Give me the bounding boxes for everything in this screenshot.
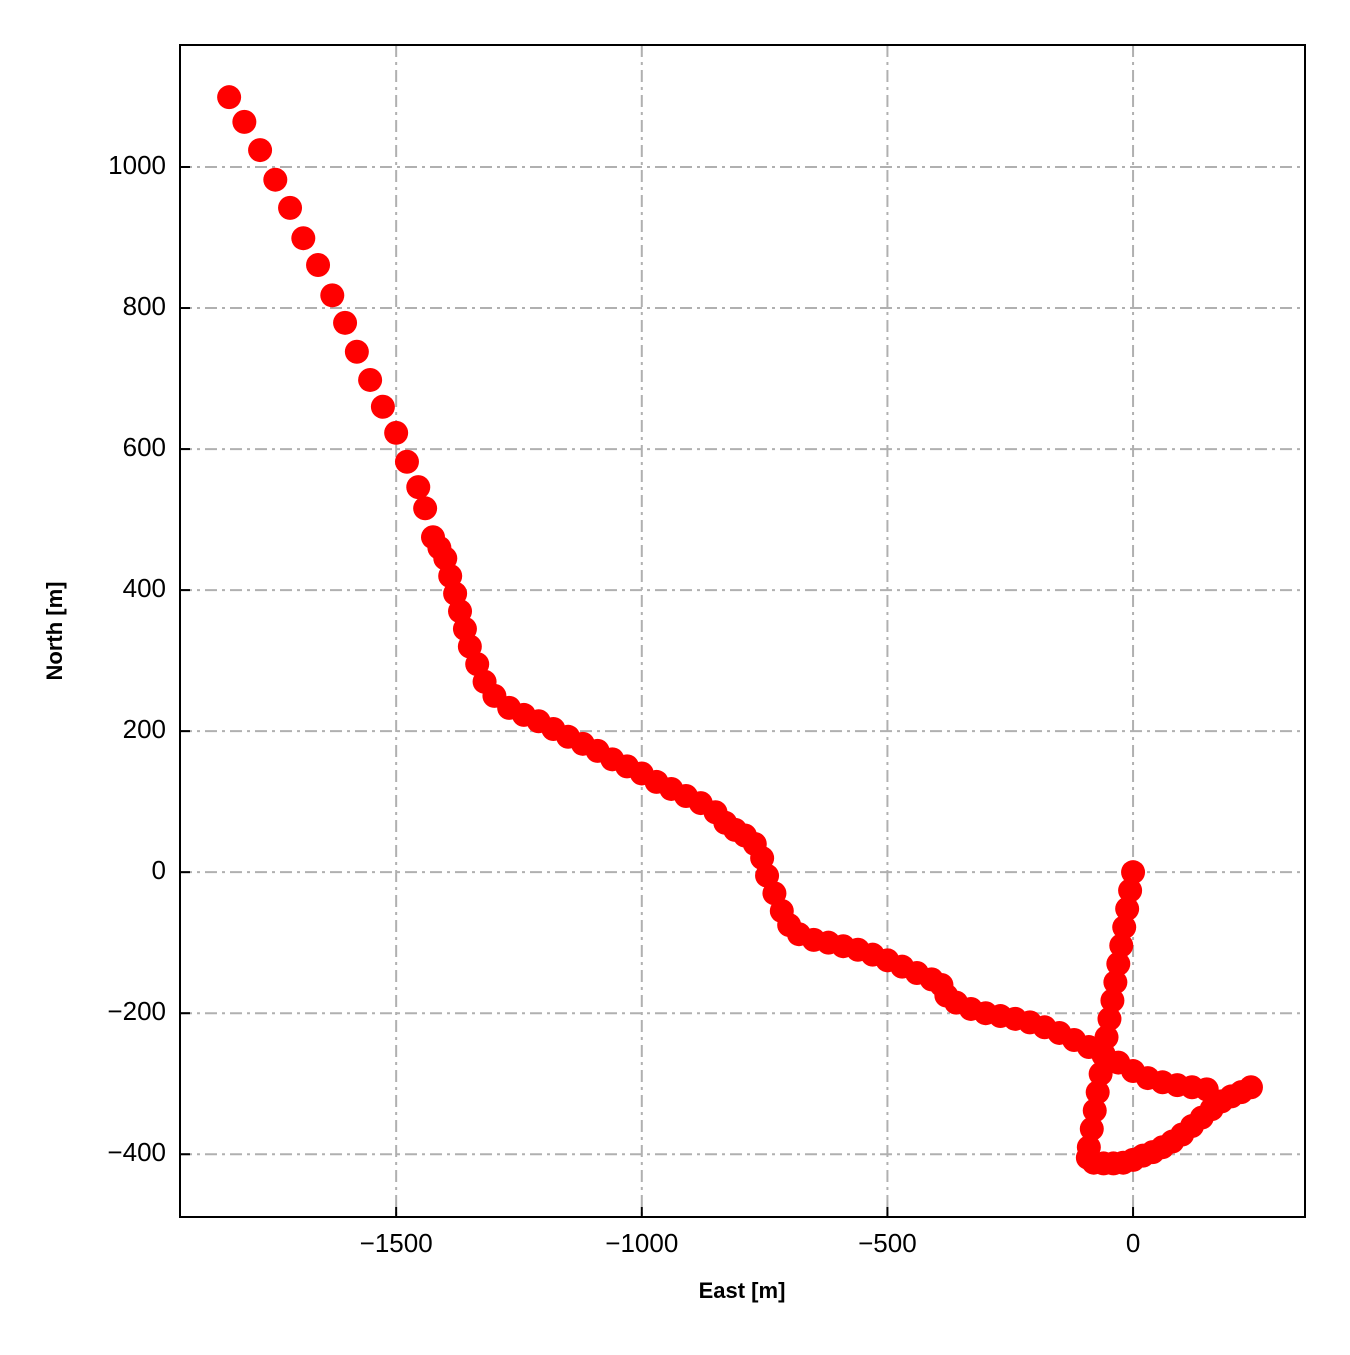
point <box>1109 933 1134 958</box>
point <box>232 109 257 134</box>
point <box>1088 1061 1113 1086</box>
point <box>1082 1098 1107 1123</box>
point <box>406 475 431 500</box>
y-tick-label: 400 <box>123 573 166 603</box>
point <box>1106 951 1131 976</box>
y-tick-label: −200 <box>107 996 166 1026</box>
point <box>358 367 383 392</box>
point <box>248 138 273 163</box>
point <box>1118 878 1143 903</box>
y-axis-label: North [m] <box>42 582 67 681</box>
point <box>413 496 438 521</box>
y-tick-label: 1000 <box>108 150 166 180</box>
point <box>333 310 358 335</box>
y-tick-label: −400 <box>107 1137 166 1167</box>
point <box>217 85 242 110</box>
point <box>1085 1080 1110 1105</box>
point <box>370 394 395 419</box>
y-tick-label: 800 <box>123 291 166 321</box>
point <box>1100 988 1125 1013</box>
point <box>1238 1075 1263 1100</box>
y-tick-label: 600 <box>123 432 166 462</box>
x-tick-label: 0 <box>1126 1228 1140 1258</box>
point <box>1115 896 1140 921</box>
x-tick-label: −1500 <box>360 1228 433 1258</box>
point <box>291 226 316 251</box>
y-tick-label: 0 <box>152 855 166 885</box>
point <box>384 420 409 445</box>
point <box>278 195 303 220</box>
x-axis-label: East [m] <box>699 1278 786 1303</box>
point <box>1103 970 1128 995</box>
point <box>1097 1006 1122 1031</box>
point <box>394 449 419 474</box>
point <box>421 525 446 550</box>
plot-frame <box>179 44 1306 1218</box>
point <box>1112 915 1137 940</box>
point <box>320 283 345 308</box>
x-tick-label: −1000 <box>605 1228 678 1258</box>
point <box>263 167 288 192</box>
point <box>306 253 331 278</box>
y-tick-label: 200 <box>123 714 166 744</box>
point <box>344 339 369 364</box>
x-tick-label: −500 <box>858 1228 917 1258</box>
point <box>1079 1116 1104 1141</box>
point <box>1121 860 1146 885</box>
